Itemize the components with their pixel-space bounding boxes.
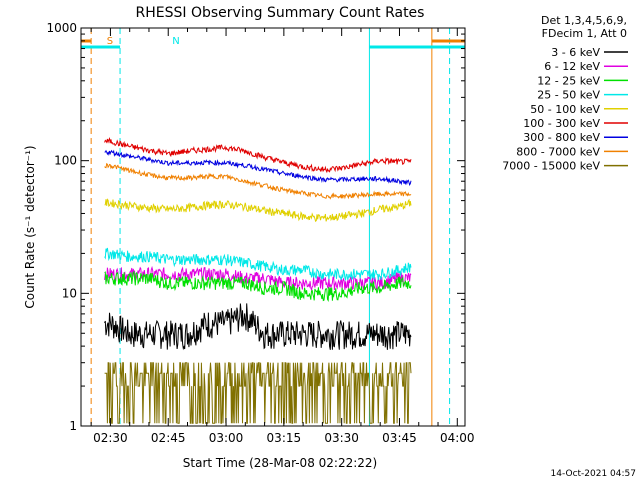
x-axis-label: Start Time (28-Mar-08 02:22:22)	[183, 456, 377, 470]
legend-entry-label: 100 - 300 keV	[523, 117, 600, 130]
series-line	[104, 136, 412, 174]
series-line	[104, 265, 412, 292]
chart-title: RHESSI Observing Summary Count Rates	[136, 5, 425, 21]
series-line	[104, 149, 412, 187]
x-tick-label: 03:15	[267, 431, 302, 445]
y-tick-label: 1000	[46, 21, 77, 35]
series-line	[104, 362, 412, 424]
x-tick-label: 04:00	[440, 431, 475, 445]
marker-label: S	[107, 36, 113, 47]
series-line	[104, 303, 412, 351]
series-line	[104, 270, 412, 302]
series-line	[104, 198, 412, 223]
legend-entry-label: 3 - 6 keV	[551, 46, 600, 59]
plot-frame	[80, 27, 466, 427]
legend-entry-label: 800 - 7000 keV	[516, 145, 600, 158]
footer-timestamp: 14-Oct-2021 04:57	[551, 469, 636, 479]
marker-label: N	[172, 36, 179, 47]
x-tick-label: 02:45	[151, 431, 186, 445]
x-tick-label: 02:30	[93, 431, 128, 445]
x-tick-label: 03:00	[209, 431, 244, 445]
legend-entry-label: 6 - 12 keV	[544, 60, 600, 73]
legend-entry-label: 7000 - 15000 keV	[502, 160, 600, 173]
x-tick-label: 03:45	[382, 431, 417, 445]
series-line	[104, 247, 412, 282]
y-axis-label: Count Rate (s⁻¹ detector⁻¹)	[23, 145, 37, 308]
legend-entry-label: 50 - 100 keV	[530, 103, 600, 116]
x-tick-label: 03:30	[324, 431, 359, 445]
legend-header-line-1: Det 1,3,4,5,6,9,	[541, 14, 627, 27]
legend-entry-label: 300 - 800 keV	[523, 131, 600, 144]
series-line	[104, 162, 412, 200]
y-tick-label: 100	[54, 154, 77, 168]
legend-header-line-2: FDecim 1, Att 0	[542, 27, 627, 40]
legend-entry-label: 12 - 25 keV	[537, 74, 600, 87]
y-axis: 1 10 100 1000	[46, 21, 465, 433]
legend-entry-label: 25 - 50 keV	[537, 89, 600, 102]
legend: Det 1,3,4,5,6,9, FDecim 1, Att 0 3 - 6 k…	[502, 14, 628, 173]
y-tick-label: 1	[69, 419, 77, 433]
x-axis: 02:30 02:45 03:00 03:15 03:30 03:45 04:00	[90, 28, 475, 445]
y-tick-label: 10	[62, 286, 77, 300]
